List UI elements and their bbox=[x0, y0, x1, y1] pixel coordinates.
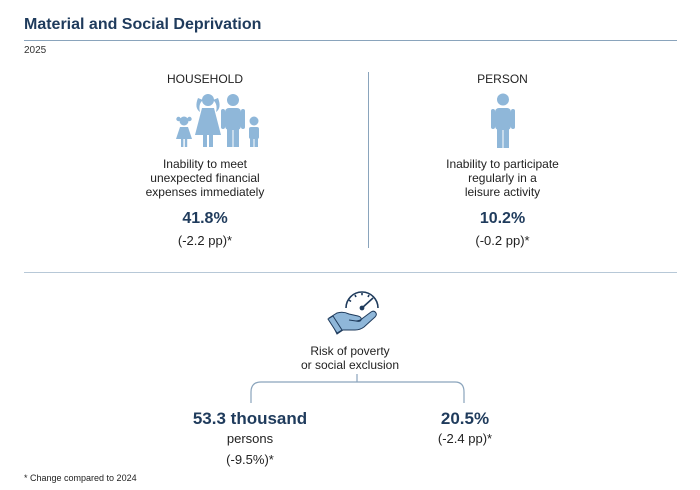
risk-rate-value: 20.5% bbox=[440, 409, 490, 428]
column-divider bbox=[368, 72, 369, 248]
person-change: (-0.2 pp)* bbox=[475, 233, 530, 248]
person-value: 10.2% bbox=[479, 210, 526, 227]
title-rule bbox=[24, 40, 677, 41]
household-change: (-2.2 pp)* bbox=[177, 233, 233, 248]
risk-bracket bbox=[250, 374, 465, 403]
person-description: Inability to participate regularly in a … bbox=[446, 157, 559, 199]
household-value: 41.8% bbox=[182, 210, 228, 227]
year-label: 2025 bbox=[24, 45, 47, 56]
risk-count-change: (-9.5%)* bbox=[226, 452, 274, 467]
person-icon bbox=[491, 93, 515, 148]
risk-count-value: 53.3 thousand bbox=[192, 409, 308, 428]
person-heading: PERSON bbox=[477, 72, 528, 86]
risk-rate-change: (-2.4 pp)* bbox=[437, 431, 493, 446]
family-icon bbox=[176, 94, 259, 147]
footnote: * Change compared to 2024 bbox=[24, 473, 137, 483]
page-title: Material and Social Deprivation bbox=[24, 16, 262, 33]
household-description: Inability to meet unexpected financial e… bbox=[145, 157, 265, 199]
section-divider bbox=[24, 272, 677, 273]
risk-label: Risk of poverty or social exclusion bbox=[300, 344, 400, 372]
hand-speedometer-icon bbox=[327, 291, 379, 335]
risk-count-unit: persons bbox=[226, 431, 274, 446]
household-heading: HOUSEHOLD bbox=[166, 72, 243, 86]
